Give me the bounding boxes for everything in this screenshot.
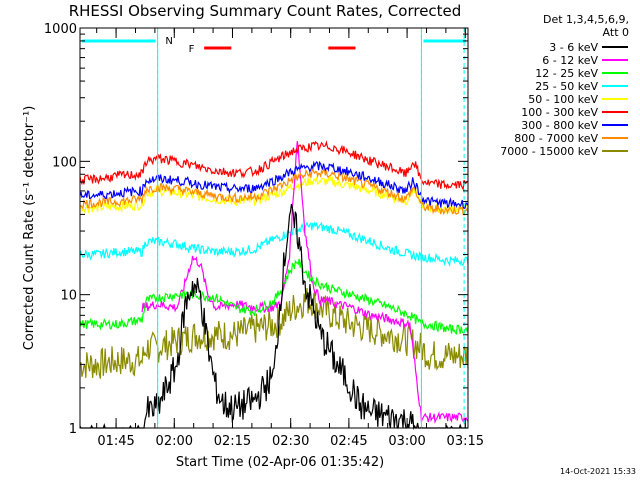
legend-label: 3 - 6 keV [549,41,598,54]
night-label: N [165,36,172,47]
legend-label: 12 - 25 keV [535,67,598,80]
y-tick-label: 1 [69,422,77,437]
y-tick-label: 10 [60,289,77,304]
legend-header-detectors: Det 1,3,4,5,6,9, [543,13,629,26]
x-tick-label: 02:15 [214,434,251,449]
legend-label: 6 - 12 keV [542,54,598,67]
series-group [79,140,469,431]
legend-header-attenuator: Att 0 [603,26,629,39]
x-tick-label: 03:00 [388,434,425,449]
legend-label: 300 - 800 keV [521,119,598,132]
plot-frame [79,27,469,429]
legend-label: 800 - 7000 keV [514,132,598,145]
y-axis-label: Corrected Count Rate (s⁻¹ detector⁻¹) [22,106,37,351]
x-tick-label: 01:45 [97,434,134,449]
series-line-2 [79,258,469,335]
legend-label: 25 - 50 keV [535,80,598,93]
y-tick-label: 1000 [44,22,77,37]
x-tick-label: 02:00 [156,434,193,449]
x-tick-label: 02:30 [272,434,309,449]
x-axis-label: Start Time (02-Apr-06 01:35:42) [176,455,384,470]
series-line-1 [141,141,469,425]
series-line-8 [79,287,469,379]
axes-group: 1 10 100 1000 01:45 02:00 02:15 02:30 02:45 03:00… [44,22,484,449]
series-line-3 [79,221,469,268]
x-tick-label: 03:15 [447,434,484,449]
series-line-6 [79,160,469,210]
chart-title: RHESSI Observing Summary Count Rates, Co… [69,2,462,20]
flare-label: F [189,44,195,55]
x-tick-label: 02:45 [330,434,367,449]
legend-label: 100 - 300 keV [521,106,598,119]
timestamp: 14-Oct-2021 15:33 [560,467,636,476]
series-line-7 [79,167,469,216]
legend-label: 50 - 100 keV [528,93,598,106]
y-tick-label: 100 [52,155,77,170]
legend-label: 7000 - 15000 keV [500,145,598,158]
series-line-0 [79,203,468,431]
series-line-5 [79,140,469,192]
